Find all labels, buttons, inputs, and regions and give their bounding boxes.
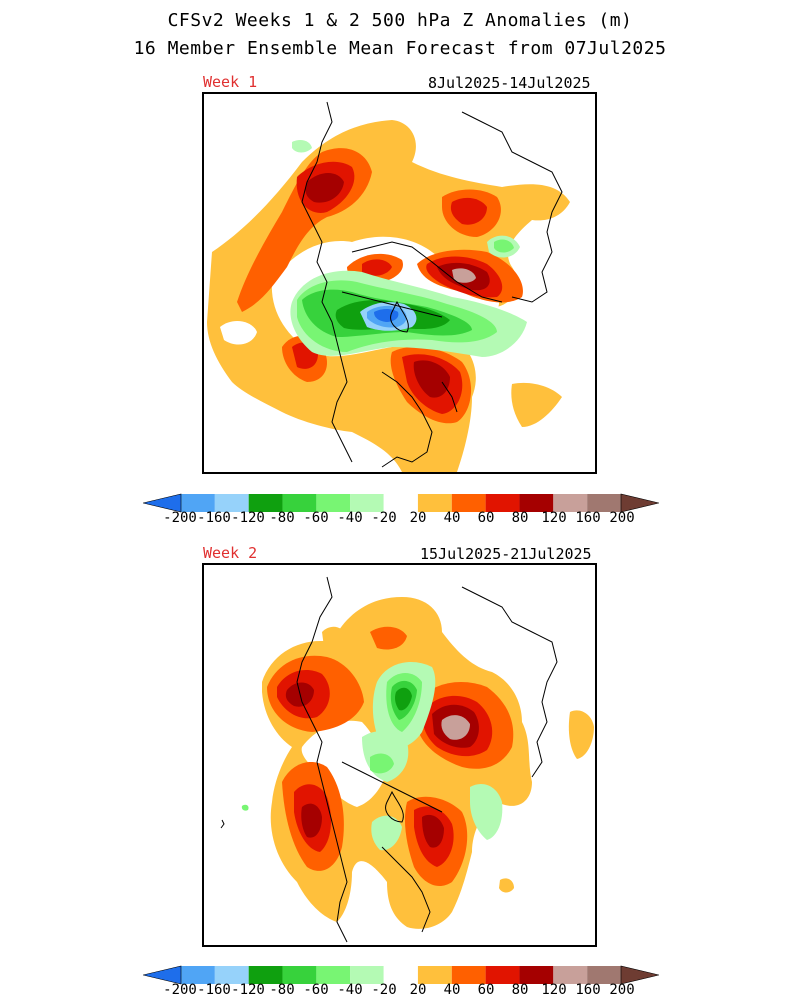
colorbar-tick: -200 xyxy=(163,510,197,526)
colorbar-segment xyxy=(282,966,317,984)
colorbar-segment xyxy=(485,494,520,512)
colorbar-left-arrow xyxy=(143,965,182,985)
colorbar-segment xyxy=(485,966,520,984)
colorbar-tick: -160 xyxy=(197,510,231,526)
colorbar-tick: -160 xyxy=(197,982,231,998)
colorbar-tick: 160 xyxy=(575,510,601,526)
colorbar-tick: -40 xyxy=(337,982,363,998)
title-line-2: 16 Member Ensemble Mean Forecast from 07… xyxy=(133,38,667,59)
colorbar-tick: -60 xyxy=(303,510,329,526)
week-1-date-range: 8Jul2025-14Jul2025 xyxy=(428,74,591,92)
week-2-colorbar xyxy=(143,965,659,985)
colorbar-right-arrow xyxy=(620,965,659,985)
colorbar-segment xyxy=(282,494,317,512)
colorbar-tick: 80 xyxy=(511,982,529,998)
title-line-1: CFSv2 Weeks 1 & 2 500 hPa Z Anomalies (m… xyxy=(167,10,633,31)
week-2-colorbar-labels: -200 -160 -120 -80 -60 -40 -20 20 40 60 … xyxy=(140,982,680,1000)
colorbar-segment xyxy=(181,494,215,512)
colorbar-segment xyxy=(248,494,283,512)
colorbar-segment xyxy=(417,494,452,512)
colorbar-left-arrow xyxy=(143,493,182,513)
colorbar-tick: 80 xyxy=(511,510,529,526)
colorbar-tick: 120 xyxy=(541,510,567,526)
week-2-anomaly-contours xyxy=(241,597,594,929)
week-1-colorbar-labels: -200 -160 -120 -80 -60 -40 -20 20 40 60 … xyxy=(140,510,680,528)
week-1-label: Week 1 xyxy=(203,73,258,91)
colorbar-right-arrow xyxy=(620,493,659,513)
colorbar-segment xyxy=(417,966,452,984)
colorbar-tick: 160 xyxy=(575,982,601,998)
colorbar-tick: -80 xyxy=(269,982,295,998)
colorbar-segment xyxy=(553,494,588,512)
week-1-anomaly-contours xyxy=(207,120,570,472)
colorbar-segment xyxy=(587,494,621,512)
colorbar-segment xyxy=(214,494,249,512)
colorbar-segment xyxy=(181,966,215,984)
colorbar-segment xyxy=(519,494,554,512)
week-2-map xyxy=(202,563,597,947)
colorbar-tick: 40 xyxy=(443,982,461,998)
colorbar-segment xyxy=(451,966,486,984)
colorbar-tick: 20 xyxy=(409,982,427,998)
colorbar-segment xyxy=(350,494,385,512)
week-1-map xyxy=(202,92,597,474)
colorbar-segment xyxy=(451,494,486,512)
colorbar-tick: -120 xyxy=(231,982,265,998)
week-1-colorbar xyxy=(143,493,659,513)
colorbar-segment xyxy=(248,966,283,984)
colorbar-tick: 120 xyxy=(541,982,567,998)
colorbar-segment xyxy=(587,966,621,984)
week-2-label: Week 2 xyxy=(203,544,258,562)
colorbar-segment xyxy=(553,966,588,984)
colorbar-segment xyxy=(316,494,351,512)
colorbar-tick: -40 xyxy=(337,510,363,526)
colorbar-tick: 200 xyxy=(609,510,635,526)
colorbar-tick: -80 xyxy=(269,510,295,526)
colorbar-tick: -20 xyxy=(371,510,397,526)
colorbar-tick: -120 xyxy=(231,510,265,526)
colorbar-tick: 20 xyxy=(409,510,427,526)
colorbar-tick: 60 xyxy=(477,510,495,526)
colorbar-segment xyxy=(214,966,249,984)
colorbar-tick: 40 xyxy=(443,510,461,526)
colorbar-tick: -20 xyxy=(371,982,397,998)
colorbar-segment xyxy=(316,966,351,984)
colorbar-tick: -200 xyxy=(163,982,197,998)
colorbar-segment xyxy=(519,966,554,984)
colorbar-tick: 60 xyxy=(477,982,495,998)
week-2-date-range: 15Jul2025-21Jul2025 xyxy=(420,545,592,563)
colorbar-tick: 200 xyxy=(609,982,635,998)
week-2-coastlines xyxy=(220,576,558,943)
colorbar-segment xyxy=(350,966,385,984)
week-1-coastlines xyxy=(301,101,563,468)
colorbar-tick: -60 xyxy=(303,982,329,998)
